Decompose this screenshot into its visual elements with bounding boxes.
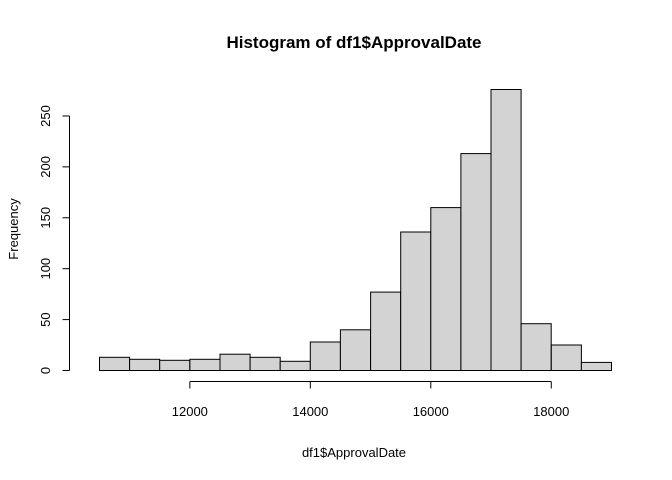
x-axis: 12000 14000 16000 18000 bbox=[172, 381, 569, 419]
x-tick-label: 16000 bbox=[413, 404, 449, 419]
y-tick-label: 150 bbox=[38, 207, 53, 229]
y-axis: 0 50 100 150 200 250 bbox=[38, 105, 70, 374]
histogram-bar bbox=[580, 361, 613, 371]
histogram-bar bbox=[430, 207, 462, 371]
histogram-bar bbox=[219, 353, 251, 372]
histogram-bar bbox=[490, 89, 522, 371]
histogram-bar bbox=[370, 291, 402, 372]
x-tick-label: 18000 bbox=[533, 404, 569, 419]
y-tick-label: 0 bbox=[38, 367, 53, 374]
histogram-bar bbox=[520, 323, 552, 372]
histogram-bar bbox=[309, 341, 341, 371]
y-tick-label: 100 bbox=[38, 258, 53, 280]
y-tick-label: 200 bbox=[38, 156, 53, 178]
histogram-bar bbox=[159, 359, 191, 371]
histogram-bar bbox=[460, 153, 492, 371]
histogram-bar bbox=[339, 329, 371, 371]
y-axis-label: Frequency bbox=[6, 198, 21, 260]
histogram-bar bbox=[550, 344, 582, 371]
chart-title: Histogram of df1$ApprovalDate bbox=[226, 33, 481, 52]
bars-group bbox=[99, 89, 613, 372]
histogram-bar bbox=[129, 358, 161, 371]
histogram-bar bbox=[99, 356, 131, 371]
x-tick-label: 14000 bbox=[292, 404, 328, 419]
histogram-bar bbox=[249, 356, 281, 371]
x-tick-label: 12000 bbox=[172, 404, 208, 419]
y-tick-label: 50 bbox=[38, 312, 53, 326]
x-axis-label: df1$ApprovalDate bbox=[302, 445, 406, 460]
y-tick-label: 250 bbox=[38, 105, 53, 127]
histogram-bar bbox=[400, 231, 432, 371]
histogram-bar bbox=[279, 360, 311, 371]
histogram-bar bbox=[189, 358, 221, 371]
